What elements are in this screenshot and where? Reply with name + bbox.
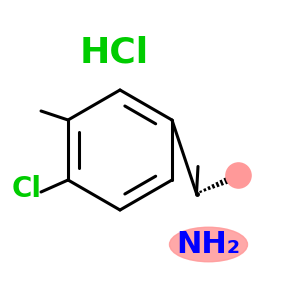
Text: NH₂: NH₂ (176, 230, 241, 259)
Ellipse shape (169, 227, 247, 262)
Circle shape (226, 163, 251, 188)
Text: HCl: HCl (80, 35, 148, 70)
Text: Cl: Cl (12, 175, 42, 203)
